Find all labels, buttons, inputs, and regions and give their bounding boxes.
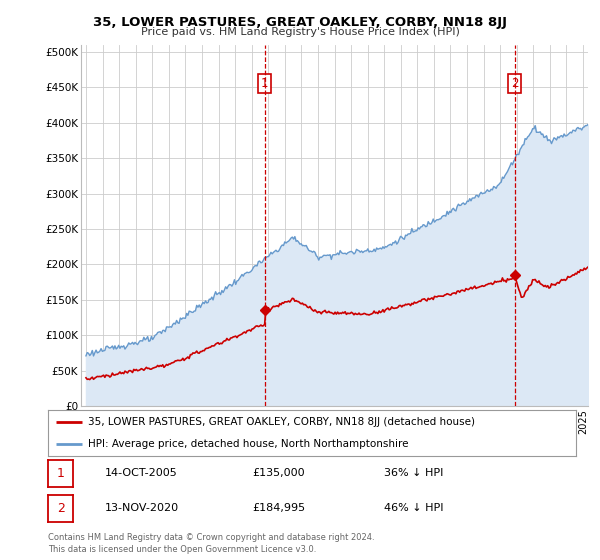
Text: HPI: Average price, detached house, North Northamptonshire: HPI: Average price, detached house, Nort… [88,438,408,449]
Text: 1: 1 [56,467,65,480]
Text: 35, LOWER PASTURES, GREAT OAKLEY, CORBY, NN18 8JJ (detached house): 35, LOWER PASTURES, GREAT OAKLEY, CORBY,… [88,417,475,427]
Text: 36% ↓ HPI: 36% ↓ HPI [384,468,443,478]
Text: 2: 2 [56,502,65,515]
Text: 14-OCT-2005: 14-OCT-2005 [105,468,178,478]
Text: 13-NOV-2020: 13-NOV-2020 [105,503,179,513]
Text: 35, LOWER PASTURES, GREAT OAKLEY, CORBY, NN18 8JJ: 35, LOWER PASTURES, GREAT OAKLEY, CORBY,… [93,16,507,29]
Text: 1: 1 [261,77,268,90]
Text: 2: 2 [511,77,518,90]
Text: £184,995: £184,995 [252,503,305,513]
Text: Contains HM Land Registry data © Crown copyright and database right 2024.
This d: Contains HM Land Registry data © Crown c… [48,533,374,554]
Text: £135,000: £135,000 [252,468,305,478]
Text: 46% ↓ HPI: 46% ↓ HPI [384,503,443,513]
Text: Price paid vs. HM Land Registry's House Price Index (HPI): Price paid vs. HM Land Registry's House … [140,27,460,37]
